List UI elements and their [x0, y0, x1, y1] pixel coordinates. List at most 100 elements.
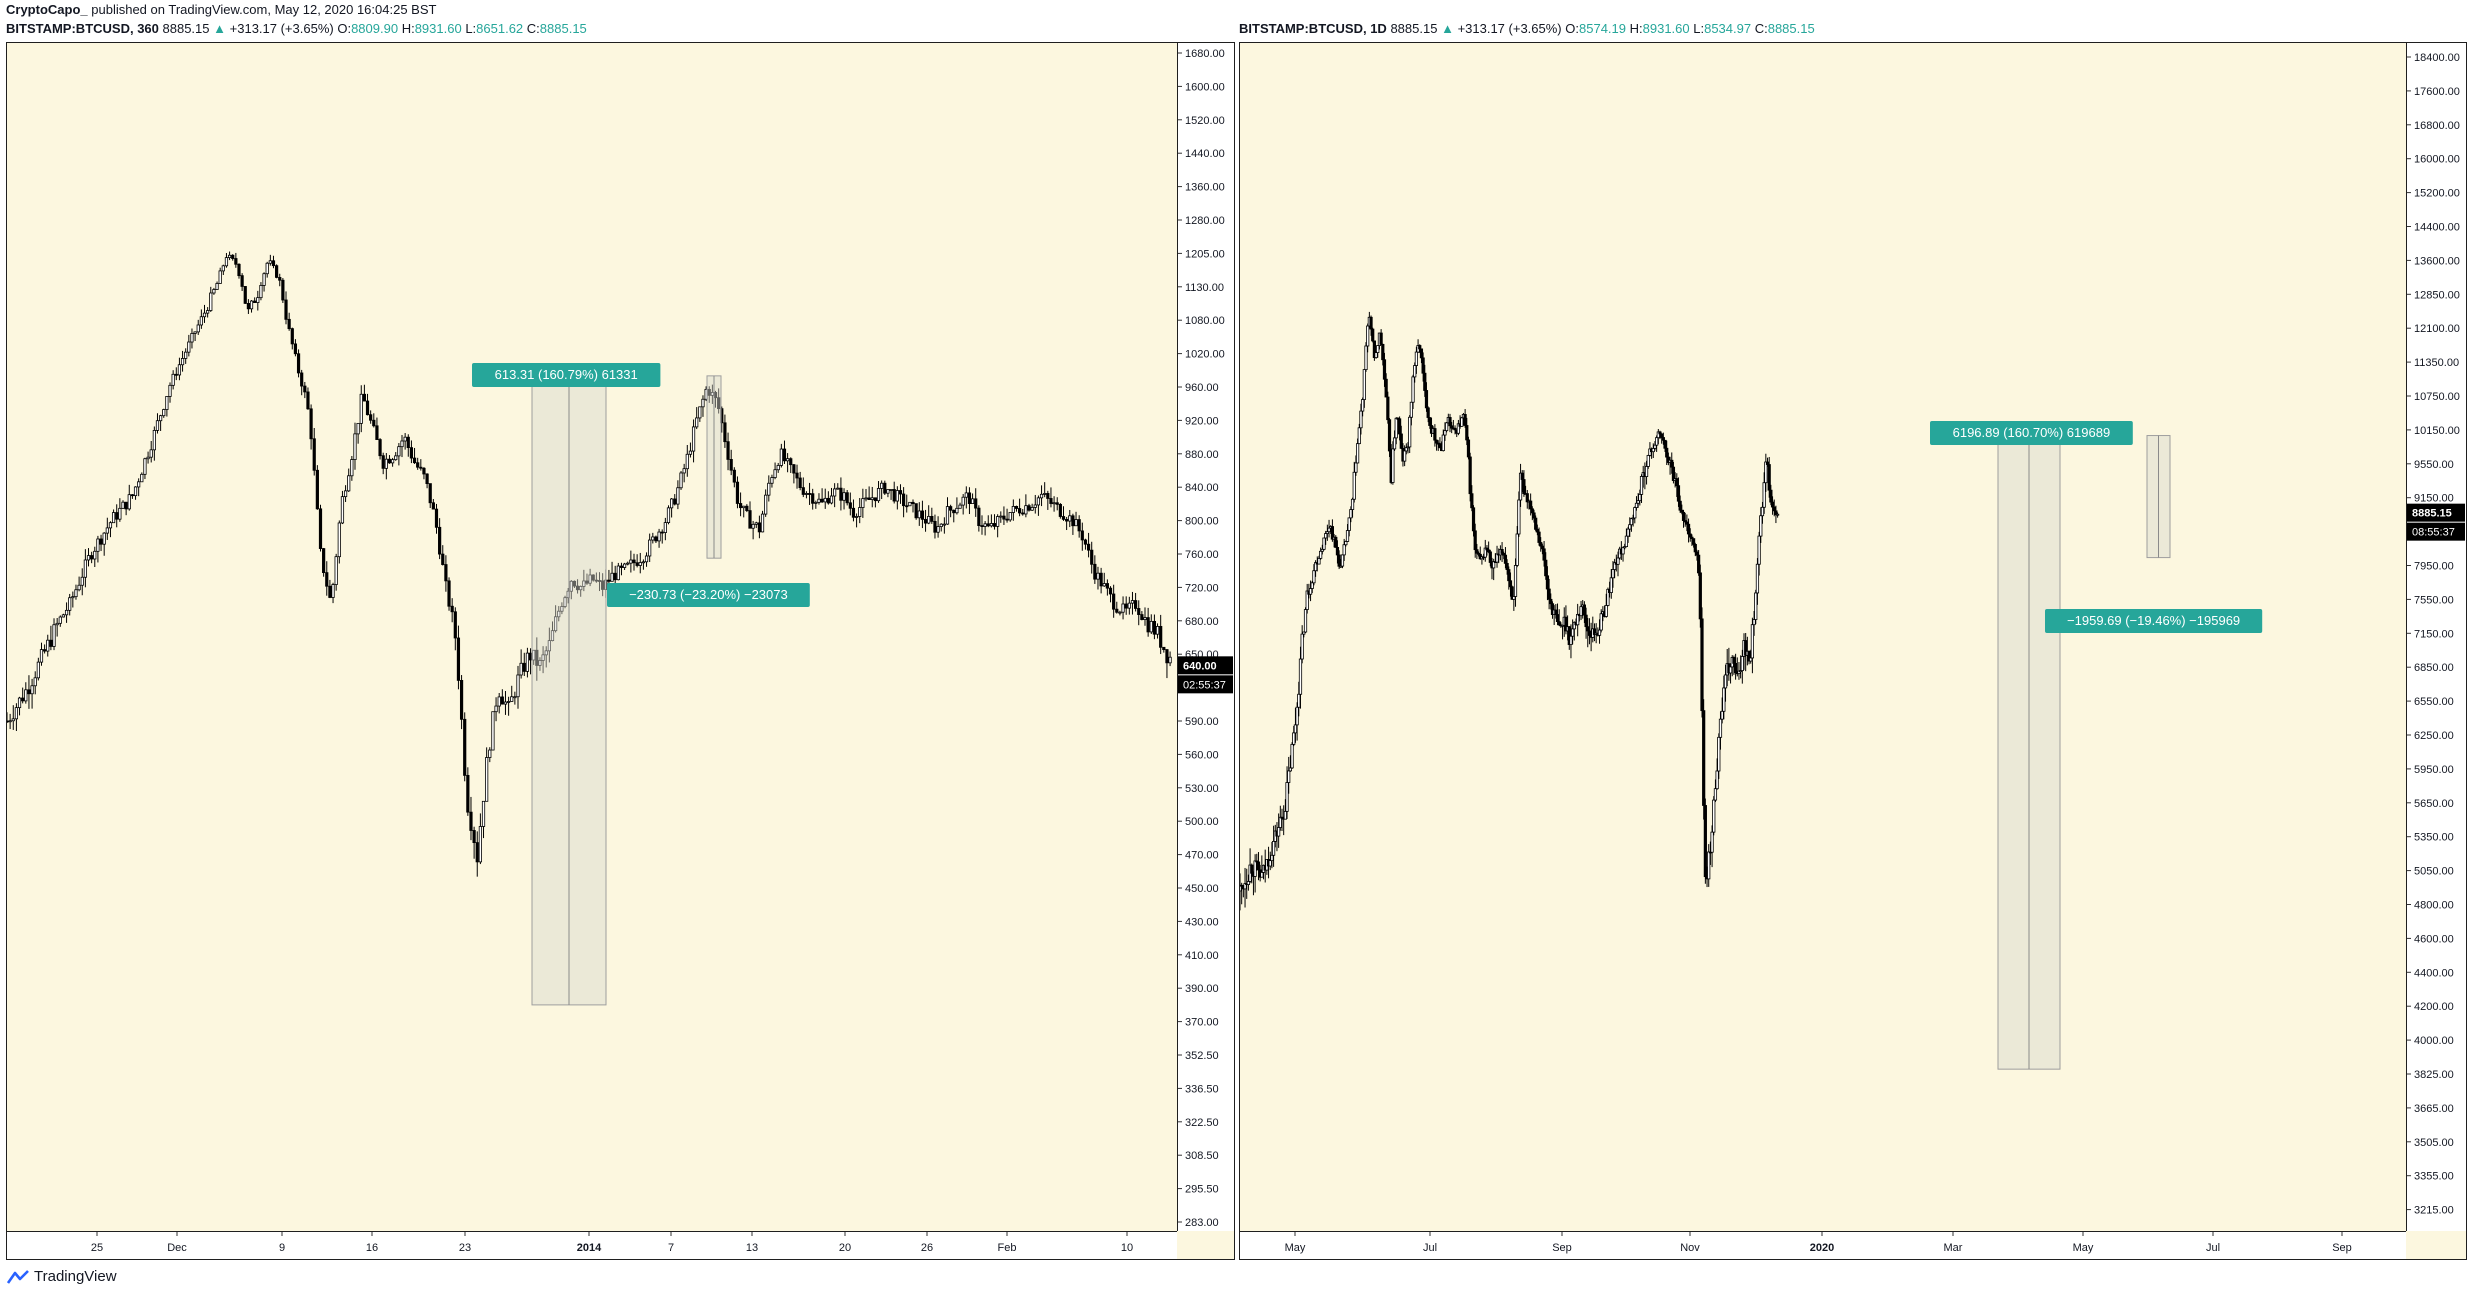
measure-up[interactable]: 613.31 (160.79%) 61331 — [472, 363, 661, 1006]
candle — [130, 494, 134, 499]
candle — [1409, 401, 1413, 426]
candle — [309, 404, 313, 450]
candle — [318, 504, 323, 552]
measure-down[interactable]: −1959.69 (−19.46%) −195969 — [2045, 435, 2263, 633]
candle — [481, 800, 486, 839]
footer-brand[interactable]: TradingView — [6, 1268, 117, 1285]
candle — [745, 504, 749, 513]
candle — [503, 691, 508, 715]
candle — [1513, 558, 1518, 607]
right-plot[interactable]: 6196.89 (160.70%) 619689 −1959.69 (−19.46… — [1240, 43, 2406, 1231]
candle — [1676, 477, 1681, 507]
candle — [688, 442, 693, 458]
candle — [632, 553, 636, 571]
left-symbol[interactable]: BITSTAMP:BTCUSD, 360 — [6, 21, 159, 36]
candle — [870, 486, 874, 508]
candle — [738, 492, 743, 517]
candle — [1718, 711, 1723, 750]
candle — [1616, 551, 1620, 577]
candle — [184, 348, 188, 364]
candle — [115, 504, 119, 528]
left-price-axis[interactable]: 1680.00 1600.00 1520.00 1440.00 1360.00 1280.… — [1177, 43, 1234, 1231]
candle — [917, 502, 921, 526]
candle — [1386, 391, 1390, 424]
y-tick-label: 10150.00 — [2414, 425, 2460, 437]
candle — [1344, 540, 1348, 547]
y-tick-label: 6550.00 — [2414, 696, 2454, 708]
candle — [880, 480, 884, 500]
right-time-axis[interactable]: May Jul Sep Nov 2020 Mar May Jul Sep — [1240, 1231, 2406, 1259]
y-tick-label: 17600.00 — [2414, 86, 2460, 98]
candle — [1470, 485, 1474, 512]
candle — [300, 369, 304, 396]
author-name[interactable]: CryptoCapo_ — [6, 2, 88, 17]
candle — [867, 486, 871, 500]
candle — [209, 286, 213, 312]
candle — [397, 443, 401, 466]
candle — [362, 384, 366, 402]
candle — [1384, 373, 1388, 398]
candle — [234, 252, 238, 268]
right-symbol[interactable]: BITSTAMP:BTCUSD, 1D — [1239, 21, 1387, 36]
candle — [635, 554, 639, 568]
measure-up[interactable]: 6196.89 (160.70%) 619689 — [1930, 421, 2133, 1070]
candle — [1510, 585, 1514, 600]
candle — [1061, 506, 1066, 521]
candle — [83, 549, 87, 588]
candle — [964, 486, 968, 509]
candle — [572, 580, 577, 588]
measure-down[interactable]: −230.73 (−23.20%) −23073 — [607, 375, 810, 607]
candle — [24, 682, 28, 704]
candle — [171, 370, 175, 390]
candle — [1646, 454, 1650, 469]
right-price-axis[interactable]: 18400.00 17600.00 16800.00 16000.00 15200.00… — [2406, 43, 2466, 1231]
y-tick-label: 14400.00 — [2414, 222, 2460, 234]
candle — [356, 422, 360, 444]
candle — [1534, 515, 1538, 532]
last-price-label: 8885.15 — [2407, 503, 2465, 522]
candle — [1096, 566, 1100, 590]
candle — [293, 339, 298, 357]
candle — [550, 621, 555, 642]
candle — [1747, 650, 1751, 665]
candle — [522, 652, 526, 676]
candle — [1776, 512, 1780, 518]
candle — [1698, 564, 1702, 628]
y-tick-label: 7150.00 — [2414, 628, 2454, 640]
candle — [1305, 583, 1309, 614]
candle — [46, 634, 50, 657]
y-tick-label: 3215.00 — [2414, 1205, 2454, 1217]
candle — [36, 657, 40, 681]
left-time-axis[interactable]: 25 Dec 9 16 23 2014 7 13 20 26 Feb 10 — [7, 1231, 1177, 1259]
y-tick-label: 530.00 — [1185, 783, 1219, 795]
candle — [375, 417, 379, 440]
candle — [431, 499, 435, 510]
candle — [425, 473, 429, 489]
candle — [444, 555, 448, 592]
candle — [1433, 424, 1437, 447]
svg-text:08:55:37: 08:55:37 — [2412, 527, 2455, 539]
candle — [124, 501, 128, 516]
candle — [1445, 422, 1449, 433]
candle — [654, 535, 658, 543]
candle — [547, 627, 551, 663]
y-tick-label: 5650.00 — [2414, 798, 2454, 810]
right-chart-pane[interactable]: 6196.89 (160.70%) 619689 −1959.69 (−19.46… — [1239, 42, 2467, 1260]
candle — [1762, 472, 1766, 514]
right-y-axis-svg: 18400.00 17600.00 16800.00 16000.00 15200.00… — [2407, 52, 2465, 1217]
y-tick-label: 6250.00 — [2414, 730, 2454, 742]
y-tick-label: 18400.00 — [2414, 52, 2460, 64]
left-plot[interactable]: 613.31 (160.79%) 61331 −230.73 (−23.20%) … — [7, 43, 1177, 1231]
candle — [1394, 417, 1398, 445]
candle — [127, 484, 131, 511]
y-tick-label: 336.50 — [1185, 1083, 1219, 1095]
y-tick-label: 880.00 — [1185, 449, 1219, 461]
candle — [801, 477, 805, 498]
left-chart-pane[interactable]: 613.31 (160.79%) 61331 −230.73 (−23.20%) … — [6, 42, 1235, 1260]
candle — [500, 689, 504, 705]
candle — [227, 251, 232, 261]
candle — [845, 490, 849, 506]
candle — [331, 582, 335, 604]
candle — [579, 585, 583, 597]
left-l-label: L: — [465, 21, 477, 36]
